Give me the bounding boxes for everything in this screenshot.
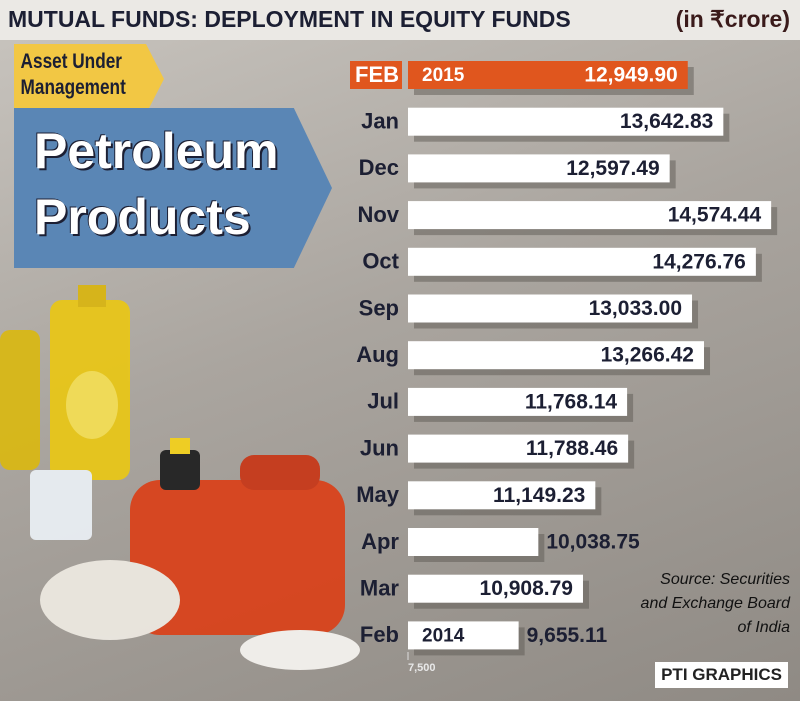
value-label: 13,642.83 xyxy=(620,110,713,133)
value-label: 13,033.00 xyxy=(589,297,682,320)
bar xyxy=(408,434,629,463)
bar xyxy=(408,154,670,183)
heading-box: Petroleum Products xyxy=(14,108,332,268)
value-label: 11,768.14 xyxy=(525,390,618,413)
year-label: 2015 xyxy=(422,65,465,86)
bar xyxy=(408,107,724,136)
title-strip xyxy=(0,0,800,40)
source: Source: Securities and Exchange Board of… xyxy=(640,571,790,636)
value-label: 12,597.49 xyxy=(566,157,659,180)
bar xyxy=(408,574,583,603)
year-label: 2014 xyxy=(422,625,465,646)
bar xyxy=(408,294,693,323)
heading-text: Petroleum Products xyxy=(34,123,279,245)
bar xyxy=(408,247,756,276)
tag-text: Asset Under Management xyxy=(20,50,126,99)
value-label: 10,908.79 xyxy=(480,577,573,600)
category-label: Oct xyxy=(362,249,399,274)
category-box xyxy=(350,61,402,89)
category-label: FEB xyxy=(355,62,399,87)
unit-label: (in ₹crore) xyxy=(676,6,790,32)
category-label: Feb xyxy=(360,622,399,647)
category-label: Nov xyxy=(357,202,399,227)
category-label: Jun xyxy=(360,435,399,460)
value-label: 13,266.42 xyxy=(601,344,694,367)
category-label: Aug xyxy=(356,342,399,367)
bar xyxy=(408,528,539,556)
bar xyxy=(408,61,688,89)
value-label: 12,949.90 xyxy=(584,64,677,87)
bar xyxy=(408,621,519,650)
credit: PTI GRAPHICS xyxy=(655,662,788,688)
value-label: 14,574.44 xyxy=(668,204,762,227)
value-label: 11,149.23 xyxy=(493,484,585,507)
category-label: Mar xyxy=(360,576,400,601)
value-label: 11,788.46 xyxy=(526,437,618,460)
bar xyxy=(408,387,628,416)
value-label: 9,655.11 xyxy=(527,624,608,647)
bar xyxy=(408,201,772,230)
value-label: 10,038.75 xyxy=(546,531,640,554)
category-label: Sep xyxy=(359,295,399,320)
category-label: Jul xyxy=(367,389,399,414)
category-label: Dec xyxy=(359,155,399,180)
value-label: 14,276.76 xyxy=(652,250,745,273)
category-label: May xyxy=(356,482,400,507)
bar xyxy=(408,481,596,510)
bar xyxy=(408,341,705,370)
category-label: Jan xyxy=(361,109,399,134)
x-tick-label: 7,500 xyxy=(408,662,436,674)
chart-title: MUTUAL FUNDS: DEPLOYMENT IN EQUITY FUNDS xyxy=(8,6,571,32)
photo xyxy=(0,285,360,670)
category-label: Apr xyxy=(361,529,399,554)
tag-box: Asset Under Management xyxy=(14,44,164,114)
